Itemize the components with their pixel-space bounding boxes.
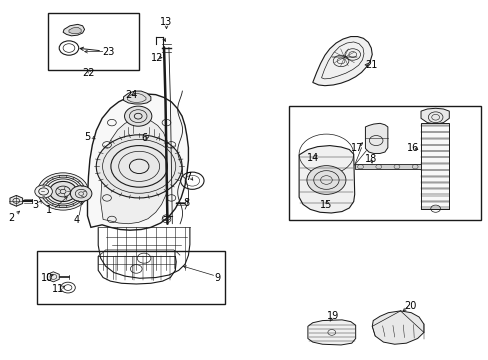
Polygon shape bbox=[123, 91, 151, 104]
Text: 5: 5 bbox=[84, 132, 90, 142]
Polygon shape bbox=[354, 164, 420, 169]
Text: 18: 18 bbox=[365, 154, 377, 164]
Text: 10: 10 bbox=[41, 273, 53, 283]
Text: 3: 3 bbox=[33, 200, 39, 210]
Polygon shape bbox=[101, 119, 170, 224]
Text: 24: 24 bbox=[125, 90, 137, 100]
Bar bbox=[420, 123, 448, 210]
Text: 20: 20 bbox=[403, 301, 416, 311]
Text: 9: 9 bbox=[214, 273, 220, 283]
Text: 8: 8 bbox=[183, 198, 189, 208]
Polygon shape bbox=[10, 195, 22, 206]
Text: 14: 14 bbox=[306, 153, 318, 163]
Text: 12: 12 bbox=[150, 53, 163, 63]
Circle shape bbox=[70, 186, 92, 202]
Polygon shape bbox=[365, 123, 387, 153]
Text: 19: 19 bbox=[326, 311, 339, 321]
Text: 22: 22 bbox=[82, 68, 95, 78]
Text: 13: 13 bbox=[160, 17, 172, 27]
Circle shape bbox=[124, 106, 152, 126]
Text: 15: 15 bbox=[320, 200, 332, 210]
Polygon shape bbox=[69, 27, 81, 34]
Polygon shape bbox=[63, 24, 84, 36]
Polygon shape bbox=[47, 272, 59, 282]
Circle shape bbox=[49, 181, 77, 202]
Text: 6: 6 bbox=[141, 133, 147, 143]
Text: 17: 17 bbox=[350, 143, 362, 153]
Circle shape bbox=[96, 135, 182, 198]
Text: 21: 21 bbox=[365, 60, 377, 70]
Text: 4: 4 bbox=[73, 215, 79, 225]
Text: 7: 7 bbox=[185, 172, 191, 182]
Bar bbox=[37, 251, 224, 304]
Circle shape bbox=[35, 185, 52, 198]
Bar bbox=[289, 106, 480, 220]
Text: 16: 16 bbox=[406, 143, 418, 153]
Polygon shape bbox=[312, 37, 371, 86]
Polygon shape bbox=[371, 311, 423, 344]
Polygon shape bbox=[87, 94, 188, 230]
Text: 23: 23 bbox=[102, 46, 114, 57]
Text: 2: 2 bbox=[8, 213, 15, 222]
Text: 1: 1 bbox=[46, 206, 52, 216]
Circle shape bbox=[306, 166, 345, 194]
Polygon shape bbox=[299, 145, 354, 213]
Polygon shape bbox=[420, 108, 448, 124]
Text: 11: 11 bbox=[52, 284, 64, 294]
Polygon shape bbox=[307, 320, 355, 345]
Circle shape bbox=[38, 173, 88, 210]
Bar bbox=[48, 13, 139, 69]
